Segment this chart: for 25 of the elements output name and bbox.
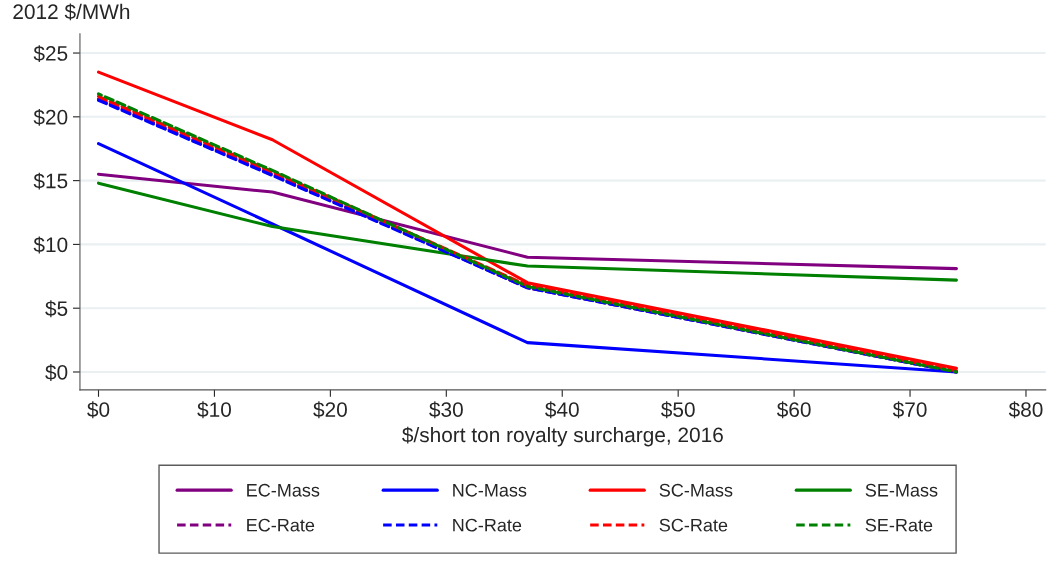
- x-tick-label: $80: [1008, 401, 1043, 419]
- x-tick-label: $70: [892, 401, 927, 419]
- x-tick-label: $30: [429, 401, 463, 419]
- legend-label: EC-Rate: [247, 518, 315, 532]
- x-axis-title: $/short ton royalty surcharge, 2016: [402, 426, 723, 447]
- x-tick-label: $60: [776, 401, 811, 419]
- x-tick-label: $50: [661, 401, 695, 419]
- legend-label: SC-Mass: [659, 483, 733, 497]
- legend-label: SC-Rate: [659, 518, 728, 532]
- x-tick-label: $10: [197, 401, 231, 419]
- x-tick-label: $40: [545, 401, 579, 419]
- y-tick-label: $10: [33, 236, 68, 254]
- x-tick-label: $0: [87, 401, 110, 419]
- legend-label: NC-Rate: [453, 518, 522, 532]
- y-tick-label: $25: [33, 45, 68, 63]
- legend-label: EC-Mass: [247, 483, 320, 497]
- y-tick-label: $20: [33, 108, 68, 126]
- legend-label: SE-Mass: [865, 483, 938, 497]
- x-tick-label: $20: [313, 401, 347, 419]
- y-tick-label: $0: [45, 364, 68, 381]
- y-tick-label: $15: [33, 172, 68, 190]
- legend-label: SE-Rate: [865, 518, 933, 532]
- y-tick-label: $5: [45, 300, 68, 318]
- legend-label: NC-Mass: [453, 483, 527, 497]
- y-axis-title: 2012 $/MWh: [13, 3, 130, 21]
